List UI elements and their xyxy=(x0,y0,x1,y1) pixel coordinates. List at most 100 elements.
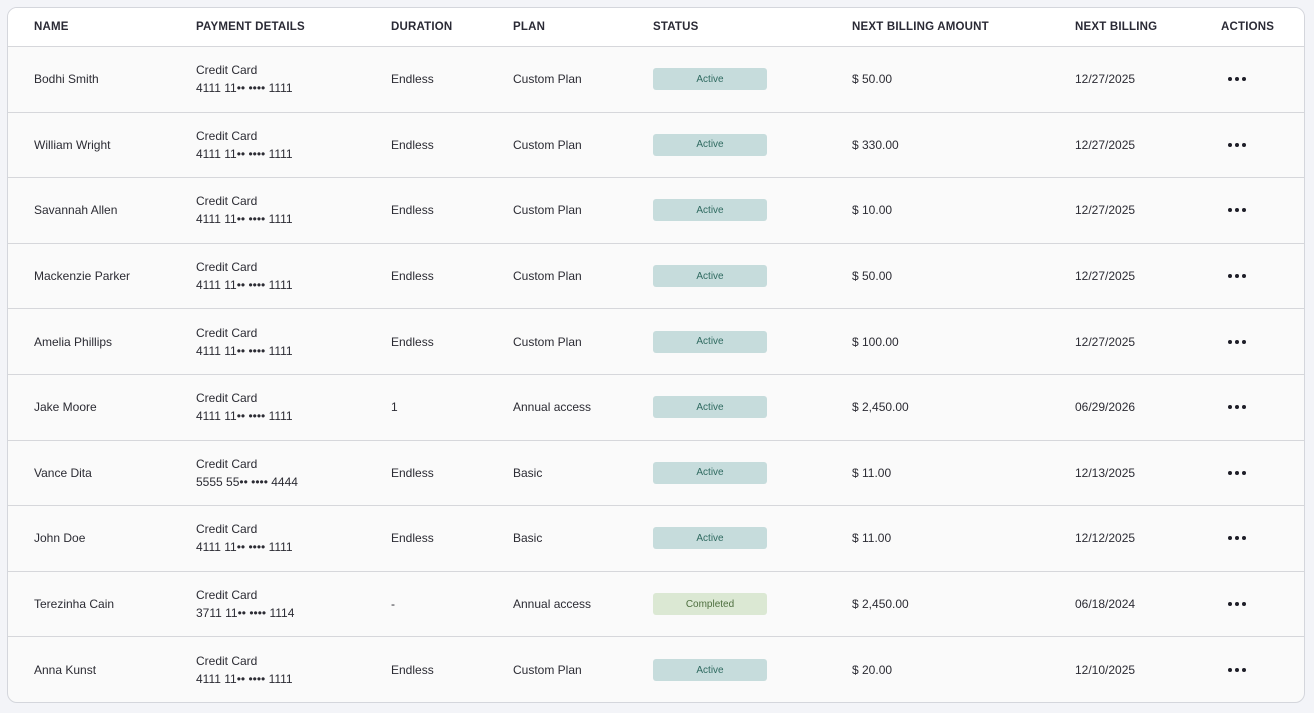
more-actions-icon[interactable] xyxy=(1221,208,1304,213)
column-header-actions: ACTIONS xyxy=(1221,21,1275,33)
more-actions-icon[interactable] xyxy=(1221,668,1304,673)
plan: Custom Plan xyxy=(513,72,582,87)
table-row[interactable]: William Wright Credit Card 4111 11•• •••… xyxy=(8,113,1304,179)
more-actions-icon[interactable] xyxy=(1221,405,1304,410)
next-billing-date: 12/27/2025 xyxy=(1075,334,1136,349)
payment-method: Credit Card xyxy=(196,456,258,471)
payment-method: Credit Card xyxy=(196,325,258,340)
table-body: Bodhi Smith Credit Card 4111 11•• •••• 1… xyxy=(8,47,1304,702)
payment-details: Credit Card 4111 11•• •••• 1111 xyxy=(196,192,391,228)
table-row[interactable]: Terezinha Cain Credit Card 3711 11•• •••… xyxy=(8,572,1304,638)
next-billing-amount: $ 11.00 xyxy=(852,465,892,480)
customer-name[interactable]: Vance Dita xyxy=(34,465,92,480)
payment-details: Credit Card 4111 11•• •••• 1111 xyxy=(196,324,391,360)
more-actions-icon[interactable] xyxy=(1221,77,1304,82)
table-row[interactable]: Anna Kunst Credit Card 4111 11•• •••• 11… xyxy=(8,637,1304,702)
column-header-next-billing-amount[interactable]: NEXT BILLING AMOUNT xyxy=(852,21,989,33)
card-number: 4111 11•• •••• 1111 xyxy=(196,672,293,687)
more-actions-icon[interactable] xyxy=(1221,339,1304,344)
status-badge: Active xyxy=(653,68,767,91)
table-row[interactable]: Amelia Phillips Credit Card 4111 11•• ••… xyxy=(8,309,1304,375)
customer-name[interactable]: Terezinha Cain xyxy=(34,597,115,612)
next-billing-date: 06/18/2024 xyxy=(1075,597,1136,612)
next-billing-amount: $ 50.00 xyxy=(852,72,893,87)
payment-method: Credit Card xyxy=(196,260,258,275)
duration: Endless xyxy=(391,465,434,480)
customer-name[interactable]: William Wright xyxy=(34,137,111,152)
status-badge: Active xyxy=(653,199,767,222)
next-billing-amount: $ 2,450.00 xyxy=(852,597,909,612)
table-row[interactable]: Jake Moore Credit Card 4111 11•• •••• 11… xyxy=(8,375,1304,441)
table-row[interactable]: Bodhi Smith Credit Card 4111 11•• •••• 1… xyxy=(8,47,1304,113)
payment-method: Credit Card xyxy=(196,194,258,209)
next-billing-amount: $ 11.00 xyxy=(852,531,892,546)
payment-details: Credit Card 4111 11•• •••• 1111 xyxy=(196,389,391,425)
customer-name[interactable]: Amelia Phillips xyxy=(34,334,113,349)
customer-name[interactable]: Mackenzie Parker xyxy=(34,269,131,284)
payment-details: Credit Card 5555 55•• •••• 4444 xyxy=(196,455,391,491)
column-header-name[interactable]: NAME xyxy=(34,21,69,33)
duration: - xyxy=(391,597,395,612)
card-number: 5555 55•• •••• 4444 xyxy=(196,474,298,489)
column-header-plan[interactable]: PLAN xyxy=(513,21,546,33)
table-row[interactable]: Savannah Allen Credit Card 4111 11•• •••… xyxy=(8,178,1304,244)
card-number: 4111 11•• •••• 1111 xyxy=(196,212,293,227)
status-badge: Active xyxy=(653,133,767,156)
column-header-payment-details[interactable]: PAYMENT DETAILS xyxy=(196,21,305,33)
next-billing-date: 12/12/2025 xyxy=(1075,531,1136,546)
next-billing-amount: $ 50.00 xyxy=(852,269,893,284)
next-billing-date: 12/10/2025 xyxy=(1075,663,1136,678)
plan: Custom Plan xyxy=(513,137,582,152)
status-badge: Active xyxy=(653,659,767,682)
customer-name[interactable]: Savannah Allen xyxy=(34,203,118,218)
more-actions-icon[interactable] xyxy=(1221,142,1304,147)
next-billing-date: 12/27/2025 xyxy=(1075,137,1136,152)
next-billing-date: 12/13/2025 xyxy=(1075,465,1136,480)
card-number: 4111 11•• •••• 1111 xyxy=(196,540,293,555)
status-badge: Active xyxy=(653,265,767,288)
plan: Annual access xyxy=(513,597,592,612)
more-actions-icon[interactable] xyxy=(1221,602,1304,607)
subscriptions-table: NAME PAYMENT DETAILS DURATION PLAN STATU… xyxy=(7,7,1305,703)
customer-name[interactable]: John Doe xyxy=(34,531,86,546)
next-billing-amount: $ 2,450.00 xyxy=(852,400,909,415)
column-header-next-billing[interactable]: NEXT BILLING xyxy=(1075,21,1158,33)
more-actions-icon[interactable] xyxy=(1221,470,1304,475)
plan: Custom Plan xyxy=(513,269,582,284)
next-billing-amount: $ 330.00 xyxy=(852,137,899,152)
next-billing-date: 12/27/2025 xyxy=(1075,203,1136,218)
more-actions-icon[interactable] xyxy=(1221,274,1304,279)
status-badge: Active xyxy=(653,461,767,484)
next-billing-date: 12/27/2025 xyxy=(1075,269,1136,284)
status-badge: Active xyxy=(653,527,767,550)
duration: Endless xyxy=(391,203,434,218)
duration: Endless xyxy=(391,334,434,349)
customer-name[interactable]: Jake Moore xyxy=(34,400,97,415)
payment-details: Credit Card 4111 11•• •••• 1111 xyxy=(196,520,391,556)
duration: Endless xyxy=(391,663,434,678)
payment-details: Credit Card 4111 11•• •••• 1111 xyxy=(196,652,391,688)
status-badge: Completed xyxy=(653,593,767,616)
table-row[interactable]: Mackenzie Parker Credit Card 4111 11•• •… xyxy=(8,244,1304,310)
payment-method: Credit Card xyxy=(196,588,258,603)
customer-name[interactable]: Bodhi Smith xyxy=(34,72,99,87)
plan: Custom Plan xyxy=(513,334,582,349)
table-row[interactable]: Vance Dita Credit Card 5555 55•• •••• 44… xyxy=(8,441,1304,507)
plan: Basic xyxy=(513,465,543,480)
duration: 1 xyxy=(391,400,398,415)
payment-method: Credit Card xyxy=(196,391,258,406)
payment-details: Credit Card 4111 11•• •••• 1111 xyxy=(196,258,391,294)
payment-method: Credit Card xyxy=(196,128,258,143)
table-header: NAME PAYMENT DETAILS DURATION PLAN STATU… xyxy=(8,8,1304,47)
column-header-duration[interactable]: DURATION xyxy=(391,21,453,33)
column-header-status[interactable]: STATUS xyxy=(653,21,699,33)
plan: Basic xyxy=(513,531,543,546)
card-number: 3711 11•• •••• 1114 xyxy=(196,606,295,621)
table-row[interactable]: John Doe Credit Card 4111 11•• •••• 1111… xyxy=(8,506,1304,572)
status-badge: Active xyxy=(653,396,767,419)
card-number: 4111 11•• •••• 1111 xyxy=(196,81,293,96)
more-actions-icon[interactable] xyxy=(1221,536,1304,541)
payment-details: Credit Card 3711 11•• •••• 1114 xyxy=(196,586,391,622)
customer-name[interactable]: Anna Kunst xyxy=(34,663,97,678)
duration: Endless xyxy=(391,72,434,87)
